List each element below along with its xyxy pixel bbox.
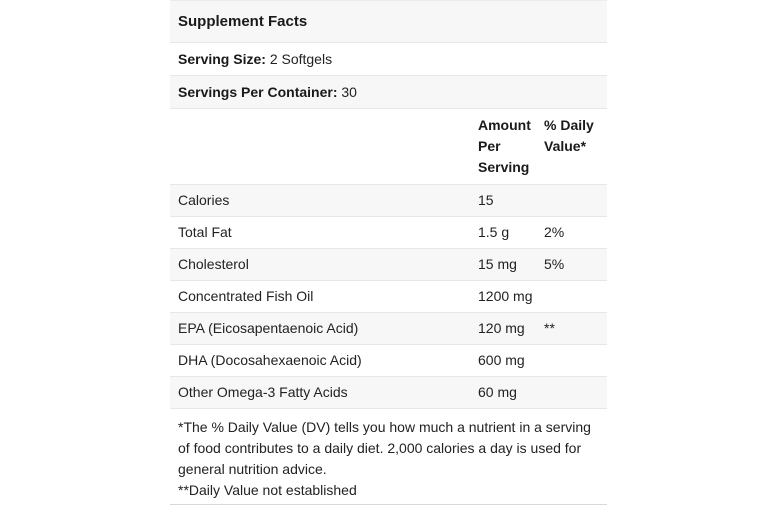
- serving-size-label: Serving Size:: [178, 51, 266, 67]
- servings-per-container-value: 30: [341, 84, 357, 100]
- nutrient-name: Cholesterol: [178, 256, 249, 272]
- nutrient-name: DHA (Docosahexaenoic Acid): [178, 352, 362, 368]
- serving-size-row: Serving Size: 2 Softgels: [170, 43, 607, 76]
- nutrient-name: Concentrated Fish Oil: [178, 288, 314, 304]
- dv-value: **: [544, 320, 555, 336]
- nutrient-name: EPA (Eicosapentaenoic Acid): [178, 320, 359, 336]
- not-established-footnote: **Daily Value not established: [178, 482, 357, 498]
- table-row: Other Omega-3 Fatty Acids 60 mg: [170, 377, 607, 409]
- amount-value: 60 mg: [478, 384, 517, 400]
- serving-size-value: 2 Softgels: [269, 51, 333, 67]
- column-header-row: Amount Per Serving % Daily Value*: [170, 109, 607, 185]
- table-row: EPA (Eicosapentaenoic Acid) 120 mg **: [170, 313, 607, 345]
- supplement-facts-title: Supplement Facts: [170, 1, 607, 43]
- dv-value: 5%: [544, 256, 565, 272]
- dv-value: [544, 350, 599, 371]
- footnotes: *The % Daily Value (DV) tells you how mu…: [170, 409, 607, 504]
- amount-value: 600 mg: [478, 352, 525, 368]
- dv-value: [544, 382, 599, 403]
- dv-value: [544, 190, 599, 211]
- table-row: Calories 15: [170, 185, 607, 217]
- amount-value: 15 mg: [478, 256, 517, 272]
- nutrient-column-header: [178, 115, 478, 178]
- amount-value: 120 mg: [478, 320, 525, 336]
- nutrient-name: Other Omega-3 Fatty Acids: [178, 384, 348, 400]
- table-row: DHA (Docosahexaenoic Acid) 600 mg: [170, 345, 607, 377]
- dv-value: 2%: [544, 224, 565, 240]
- supplement-facts-table: Supplement Facts Serving Size: 2 Softgel…: [170, 0, 607, 505]
- nutrient-name: Total Fat: [178, 224, 232, 240]
- daily-value-column-header: % Daily Value*: [544, 117, 594, 154]
- dv-value: [544, 286, 599, 307]
- table-row: Total Fat 1.5 g 2%: [170, 217, 607, 249]
- amount-value: 1.5 g: [478, 224, 510, 240]
- table-row: Concentrated Fish Oil 1200 mg: [170, 281, 607, 313]
- nutrient-name: Calories: [178, 192, 230, 208]
- amount-value: 1200 mg: [478, 288, 533, 304]
- servings-per-container-row: Servings Per Container: 30: [170, 76, 607, 109]
- amount-column-header: Amount Per Serving: [478, 117, 531, 175]
- daily-value-footnote: *The % Daily Value (DV) tells you how mu…: [178, 419, 591, 477]
- amount-value: 15: [478, 192, 494, 208]
- servings-per-container-label: Servings Per Container:: [178, 84, 338, 100]
- table-row: Cholesterol 15 mg 5%: [170, 249, 607, 281]
